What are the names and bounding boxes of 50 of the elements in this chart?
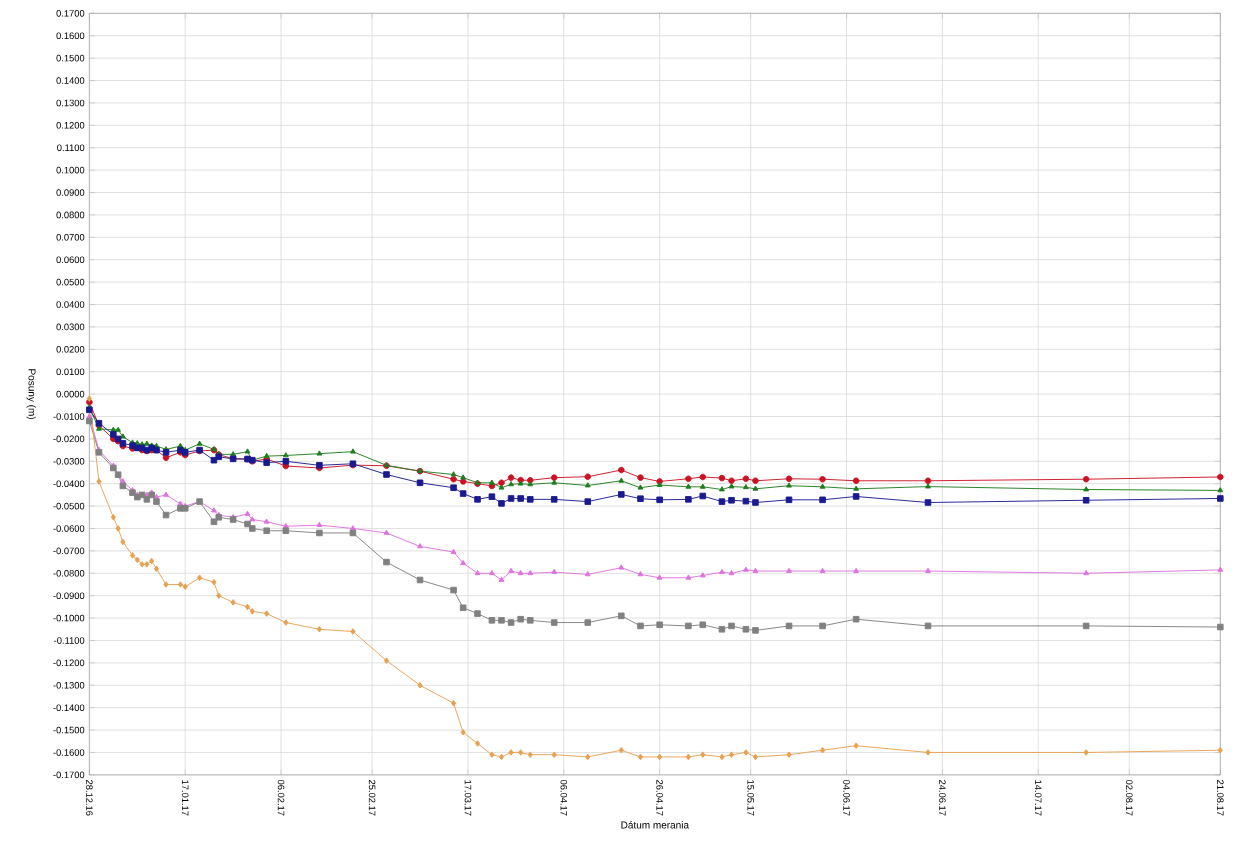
- y-tick-label: 0.0800: [56, 211, 85, 219]
- y-tick-label: 0.1700: [56, 10, 85, 17]
- x-tick-label: 25.02.17: [368, 780, 376, 816]
- y-tick-label: 0.0000: [56, 391, 85, 398]
- y-tick-label: -0.0800: [53, 570, 85, 577]
- y-tick-label: -0.0500: [53, 503, 85, 510]
- y-tick-label: 0.0600: [56, 256, 85, 264]
- y-tick-label: -0.1300: [53, 682, 85, 689]
- y-tick-label: 0.0300: [56, 323, 85, 331]
- y-tick-label: -0.1400: [53, 704, 85, 712]
- y-tick-label: 0.0500: [56, 279, 85, 286]
- y-tick-label: 0.0200: [56, 346, 85, 353]
- y-tick-label: -0.0200: [53, 435, 85, 443]
- y-tick-label: 0.1200: [56, 122, 85, 129]
- y-tick-label: 0.0400: [56, 301, 85, 309]
- y-tick-label: -0.1700: [53, 771, 85, 779]
- x-tick-label: 02.08.17: [1125, 780, 1133, 816]
- x-tick-label: 06.02.17: [277, 780, 285, 816]
- y-tick-label: 0.1500: [56, 55, 85, 62]
- y-tick-label: -0.1000: [53, 615, 85, 622]
- y-tick-label: -0.0100: [53, 413, 85, 421]
- y-tick-label: -0.1500: [53, 726, 85, 734]
- y-tick-label: -0.0700: [53, 547, 85, 555]
- y-tick-label: 0.1300: [56, 99, 85, 107]
- y-tick-label: -0.0900: [53, 592, 85, 600]
- y-tick-label: -0.1200: [53, 659, 85, 667]
- y-tick-label: -0.0600: [53, 525, 85, 532]
- x-axis-title: Dátum merania: [621, 821, 690, 829]
- y-tick-label: 0.1100: [57, 144, 85, 152]
- y-tick-label: 0.0900: [56, 189, 85, 197]
- y-axis-title: Posuny (m): [26, 369, 36, 420]
- y-tick-label: -0.0300: [53, 458, 85, 465]
- y-tick-label: 0.1400: [56, 77, 85, 85]
- y-tick-label: -0.0400: [53, 480, 85, 488]
- x-tick-label: 26.04.17: [656, 780, 663, 816]
- y-tick-label: -0.1600: [53, 749, 85, 756]
- x-tick-label: 14.07.17: [1034, 780, 1042, 816]
- x-tick-label: 21.08.17: [1217, 780, 1224, 816]
- x-tick-label: 17.01.17: [181, 780, 189, 816]
- x-tick-label: 17.03.17: [464, 780, 472, 816]
- x-tick-label: 24.06.17: [939, 780, 946, 816]
- x-tick-label: 15.05.17: [747, 780, 754, 816]
- y-tick-label: 0.1000: [56, 167, 85, 174]
- y-tick-label: 0.0100: [56, 368, 85, 376]
- x-tick-label: 28.12.16: [86, 780, 93, 816]
- y-tick-label: 0.0700: [56, 234, 85, 241]
- x-tick-label: 06.04.17: [560, 780, 568, 816]
- y-tick-label: -0.1100: [54, 637, 85, 644]
- y-tick-label: 0.1600: [56, 32, 85, 40]
- x-tick-label: 04.06.17: [843, 780, 850, 816]
